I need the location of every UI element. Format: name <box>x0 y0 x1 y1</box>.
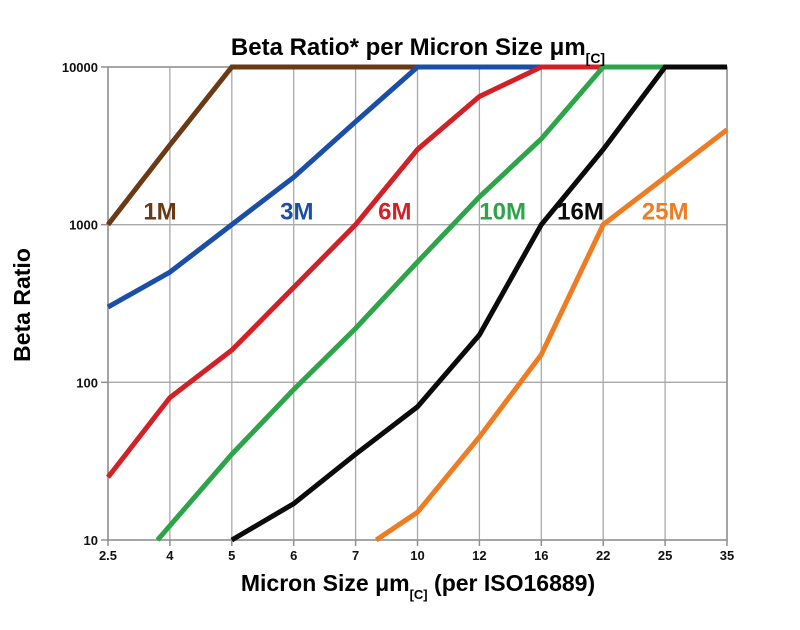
x-tick-label-4: 4 <box>166 548 174 563</box>
x-tick-label-22: 22 <box>596 548 610 563</box>
series-line-6M <box>106 64 727 479</box>
x-tick-label-25: 25 <box>658 548 672 563</box>
series-line-3M <box>106 64 727 310</box>
y-tick-label-10: 10 <box>84 533 98 548</box>
x-tick-label-2.5: 2.5 <box>99 548 117 563</box>
x-tick-label-35: 35 <box>720 548 734 563</box>
x-tick-label-6: 6 <box>290 548 297 563</box>
series-line-16M <box>230 64 727 543</box>
series-label-10M: 10M <box>479 199 526 226</box>
x-tick-label-16: 16 <box>534 548 548 563</box>
x-tick-label-12: 12 <box>472 548 486 563</box>
x-axis-label: Micron Size μm[C] (per ISO16889) <box>241 570 595 602</box>
series-label-3M: 3M <box>280 199 313 226</box>
series-label-1M: 1M <box>143 199 176 226</box>
series-line-10M <box>155 64 727 542</box>
plot-layers: 10 100 1000 10000 2.5 4 5 6 7 10 12 16 22 25 35 1M 3M 6M 1… <box>62 60 734 563</box>
series-label-16M: 16M <box>557 199 604 226</box>
y-tick-label-1000: 1000 <box>69 218 98 233</box>
y-tick-label-10000: 10000 <box>62 60 98 75</box>
series-label-6M: 6M <box>378 199 411 226</box>
series-line-25M <box>374 127 729 543</box>
y-tick-label-100: 100 <box>76 375 98 390</box>
x-tick-label-5: 5 <box>228 548 235 563</box>
chart-title: Beta Ratio* per Micron Size μm[C] <box>231 34 605 66</box>
y-axis-label: Beta Ratio <box>9 248 35 362</box>
x-tick-label-7: 7 <box>352 548 359 563</box>
series-label-25M: 25M <box>642 199 689 226</box>
x-tick-label-10: 10 <box>410 548 424 563</box>
